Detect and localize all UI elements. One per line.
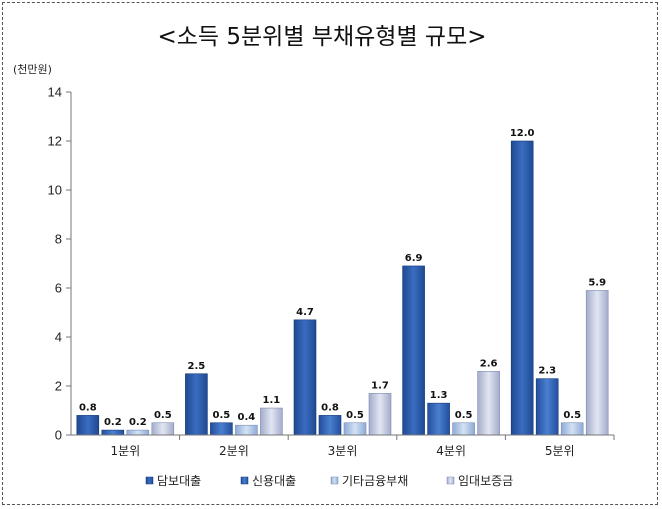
data-label-0-3: 0.5 bbox=[154, 410, 172, 421]
x-tick-label: 1분위 bbox=[110, 444, 140, 458]
y-axis-ticks: 0 2 4 6 8 10 12 14 bbox=[48, 85, 71, 443]
bars bbox=[76, 140, 609, 436]
bar-2-0 bbox=[293, 319, 317, 436]
bar-0-1 bbox=[101, 429, 125, 436]
data-label-4-3: 5.9 bbox=[588, 277, 606, 288]
chart-title: <소득 5분위별 부채유형별 규모> bbox=[157, 24, 486, 50]
legend-swatch-3 bbox=[446, 476, 455, 485]
y-tick-label: 6 bbox=[55, 281, 62, 296]
data-labels: 0.8 0.2 0.2 0.5 2.5 0.5 0.4 1.1 4.7 0.8 0.5 1.7 6.9 1… bbox=[79, 128, 606, 428]
y-tick-label: 14 bbox=[48, 85, 62, 100]
data-label-3-3: 2.6 bbox=[480, 358, 498, 369]
bar-1-2 bbox=[235, 424, 258, 436]
y-tick-label: 2 bbox=[55, 379, 62, 394]
data-label-1-2: 0.4 bbox=[238, 412, 256, 423]
data-label-0-1: 0.2 bbox=[104, 417, 122, 428]
data-label-3-0: 6.9 bbox=[405, 253, 423, 264]
bar-4-1 bbox=[535, 378, 559, 436]
bar-2-3 bbox=[368, 393, 392, 436]
data-label-4-2: 0.5 bbox=[563, 410, 581, 421]
y-tick-label: 12 bbox=[48, 134, 62, 149]
legend-swatch-1 bbox=[240, 476, 249, 485]
data-label-0-2: 0.2 bbox=[129, 417, 147, 428]
y-axis-unit: (천만원) bbox=[13, 62, 52, 76]
data-label-4-1: 2.3 bbox=[538, 366, 556, 377]
legend-label-3: 임대보증금 bbox=[458, 474, 513, 488]
y-tick-label: 4 bbox=[55, 330, 62, 345]
data-label-2-1: 0.8 bbox=[321, 402, 339, 413]
bar-3-2 bbox=[452, 422, 475, 436]
bar-2-2 bbox=[343, 422, 367, 436]
bar-0-3 bbox=[151, 422, 175, 436]
x-tick-label: 3분위 bbox=[328, 444, 358, 458]
legend-swatch-2 bbox=[330, 476, 339, 485]
bar-3-1 bbox=[427, 402, 450, 436]
data-label-2-2: 0.5 bbox=[346, 410, 364, 421]
legend: 담보대출 신용대출 기타금융부채 임대보증금 bbox=[145, 474, 513, 488]
y-tick-label: 0 bbox=[55, 428, 62, 443]
bar-1-1 bbox=[210, 422, 233, 436]
data-label-3-2: 0.5 bbox=[455, 410, 473, 421]
data-label-4-0: 12.0 bbox=[510, 128, 535, 139]
bar-3-0 bbox=[402, 265, 425, 436]
y-tick-label: 8 bbox=[55, 232, 62, 247]
bar-1-3 bbox=[260, 407, 283, 436]
bar-4-3 bbox=[585, 290, 609, 436]
legend-label-0: 담보대출 bbox=[157, 474, 201, 488]
x-tick-label: 5분위 bbox=[545, 444, 575, 458]
data-label-3-1: 1.3 bbox=[430, 390, 448, 401]
data-label-1-0: 2.5 bbox=[188, 361, 206, 372]
bar-0-2 bbox=[126, 429, 150, 436]
y-tick-label: 10 bbox=[48, 183, 62, 198]
bar-1-0 bbox=[185, 373, 208, 436]
x-tick-label: 2분위 bbox=[219, 444, 249, 458]
bar-3-3 bbox=[477, 370, 500, 436]
data-label-0-0: 0.8 bbox=[79, 402, 97, 413]
bar-2-1 bbox=[318, 415, 342, 436]
data-label-1-1: 0.5 bbox=[213, 410, 231, 421]
data-label-2-3: 1.7 bbox=[371, 380, 389, 391]
data-label-2-0: 4.7 bbox=[296, 307, 314, 318]
bar-0-0 bbox=[76, 415, 100, 436]
legend-label-2: 기타금융부채 bbox=[342, 474, 408, 488]
legend-label-1: 신용대출 bbox=[252, 474, 296, 488]
x-tick-label: 4분위 bbox=[436, 444, 466, 458]
legend-swatch-0 bbox=[145, 476, 154, 485]
data-label-1-3: 1.1 bbox=[263, 395, 281, 406]
bar-4-2 bbox=[560, 422, 584, 436]
bar-4-0 bbox=[510, 140, 534, 436]
x-axis-ticks: 1분위 2분위 3분위 4분위 5분위 bbox=[110, 435, 615, 458]
